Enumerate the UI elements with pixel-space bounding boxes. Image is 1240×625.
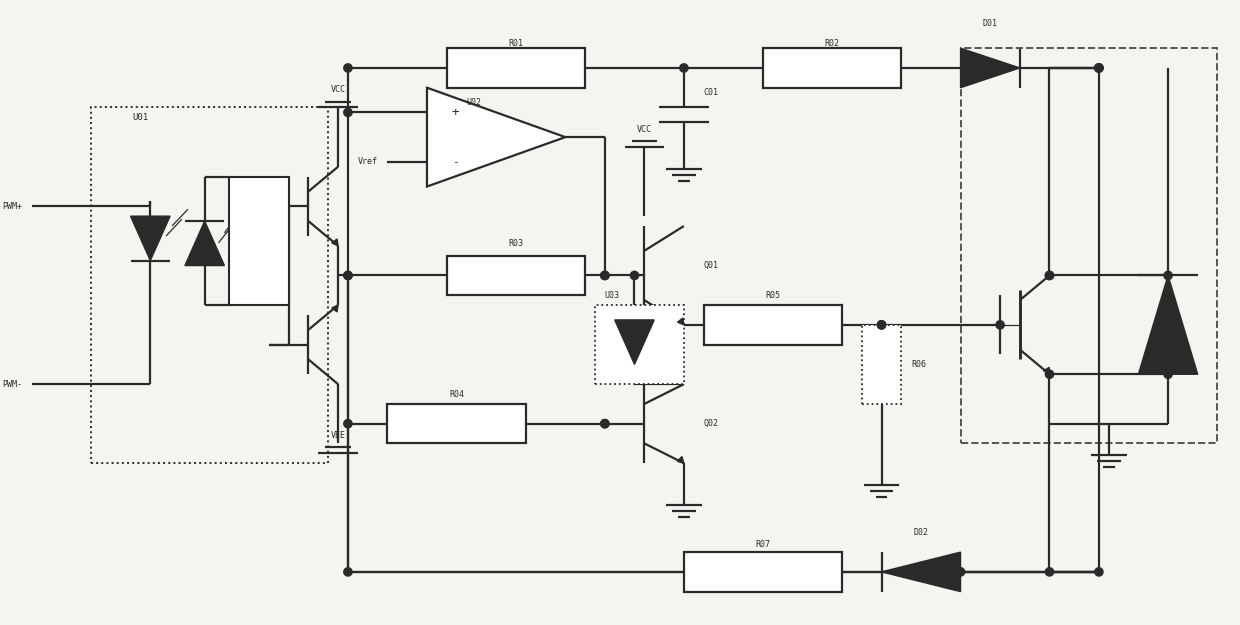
Circle shape: [1095, 64, 1104, 72]
Bar: [446, 256, 585, 295]
Text: Vref: Vref: [357, 158, 377, 166]
Polygon shape: [130, 216, 170, 261]
Text: D02: D02: [914, 528, 929, 537]
Polygon shape: [332, 305, 339, 312]
Polygon shape: [677, 318, 684, 325]
Circle shape: [1045, 370, 1054, 378]
Circle shape: [1045, 271, 1054, 279]
Polygon shape: [882, 552, 961, 592]
Circle shape: [1095, 64, 1104, 72]
Circle shape: [343, 64, 352, 72]
Text: U01: U01: [133, 113, 149, 122]
Circle shape: [878, 321, 885, 329]
Polygon shape: [185, 221, 224, 266]
Circle shape: [996, 321, 1004, 329]
Circle shape: [343, 271, 352, 279]
Bar: [961, 48, 1218, 443]
Text: VEE: VEE: [331, 431, 346, 440]
Text: R03: R03: [508, 239, 523, 248]
Text: VCC: VCC: [331, 85, 346, 94]
Polygon shape: [1044, 368, 1049, 374]
Bar: [446, 48, 585, 88]
Circle shape: [1164, 271, 1172, 279]
Bar: [91, 107, 329, 463]
Bar: [763, 48, 901, 88]
Polygon shape: [615, 320, 655, 364]
Text: Q01: Q01: [703, 261, 719, 270]
Text: +: +: [451, 106, 459, 119]
Bar: [684, 552, 842, 592]
Circle shape: [600, 419, 609, 428]
Circle shape: [343, 568, 352, 576]
Circle shape: [680, 64, 688, 72]
Circle shape: [343, 271, 352, 279]
Text: R04: R04: [449, 389, 464, 399]
Circle shape: [1045, 568, 1054, 576]
Bar: [703, 305, 842, 344]
Polygon shape: [332, 239, 339, 246]
Text: Q02: Q02: [703, 419, 719, 428]
Circle shape: [600, 271, 609, 279]
Bar: [387, 404, 526, 443]
Text: R07: R07: [755, 540, 770, 549]
Circle shape: [878, 321, 885, 329]
Circle shape: [343, 419, 352, 428]
Polygon shape: [1138, 276, 1198, 374]
Polygon shape: [427, 88, 565, 186]
Polygon shape: [677, 456, 684, 463]
Text: PWM-: PWM-: [1, 379, 22, 389]
Text: -: -: [451, 157, 459, 167]
Text: R05: R05: [765, 291, 780, 300]
Bar: [595, 305, 684, 384]
Text: U03: U03: [605, 291, 620, 300]
Circle shape: [630, 271, 639, 279]
Text: C01: C01: [703, 88, 719, 97]
Text: U02: U02: [466, 98, 481, 107]
Text: PWM+: PWM+: [1, 202, 22, 211]
Bar: [862, 325, 901, 404]
Circle shape: [1095, 568, 1104, 576]
Circle shape: [343, 108, 352, 116]
Circle shape: [1045, 271, 1054, 279]
Text: R06: R06: [911, 360, 926, 369]
Circle shape: [1095, 64, 1104, 72]
Circle shape: [1164, 370, 1172, 378]
Text: R02: R02: [825, 39, 839, 48]
Polygon shape: [961, 48, 1019, 88]
Text: VCC: VCC: [637, 125, 652, 134]
Circle shape: [600, 271, 609, 279]
Bar: [229, 177, 289, 305]
Text: D01: D01: [982, 19, 998, 28]
Circle shape: [956, 568, 965, 576]
Text: R01: R01: [508, 39, 523, 48]
Circle shape: [600, 419, 609, 428]
